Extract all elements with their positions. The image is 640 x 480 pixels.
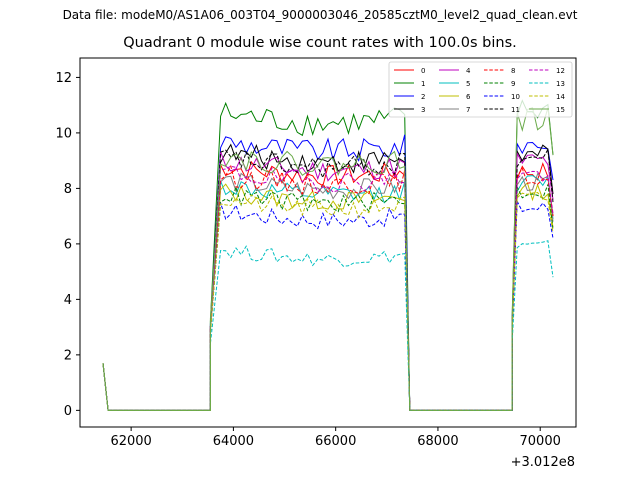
series-line-0	[102, 160, 554, 411]
plot-frame	[79, 57, 577, 428]
y-tick-label: 0	[64, 404, 72, 419]
chart-title: Quadrant 0 module wise count rates with …	[123, 35, 517, 51]
series-line-8	[102, 164, 554, 411]
x-tick-label: 64000	[213, 434, 254, 449]
legend-label: 6	[466, 93, 471, 101]
series-line-1	[102, 99, 554, 411]
legend-label: 9	[511, 80, 515, 88]
legend-label: 1	[421, 80, 425, 88]
x-tick-label: 70000	[520, 434, 561, 449]
series-line-11	[102, 147, 554, 411]
legend-label: 5	[466, 80, 470, 88]
series-line-10	[102, 201, 554, 411]
y-axis: 0 2 4 6 8 10 12	[55, 71, 80, 419]
legend-label: 3	[421, 106, 425, 114]
series-line-4	[102, 151, 554, 411]
legend-label: 2	[421, 93, 425, 101]
legend-label: 11	[511, 106, 520, 114]
series-line-6	[102, 181, 554, 411]
y-tick-label: 6	[64, 237, 72, 252]
series-line-12	[102, 165, 554, 411]
series-layer	[102, 99, 554, 411]
x-tick-label: 66000	[315, 434, 356, 449]
legend-box	[388, 61, 573, 118]
y-tick-label: 4	[64, 293, 72, 308]
x-tick-label: 62000	[110, 434, 151, 449]
series-line-13	[102, 240, 554, 411]
legend-label: 7	[466, 106, 470, 114]
series-line-15	[102, 106, 554, 411]
series-line-3	[102, 143, 554, 411]
legend-label: 15	[556, 106, 565, 114]
series-line-2	[102, 134, 554, 411]
y-tick-label: 12	[55, 71, 72, 86]
series-line-5	[102, 175, 554, 411]
legend-label: 13	[556, 80, 565, 88]
legend-label: 4	[466, 67, 471, 75]
legend-label: 8	[511, 67, 515, 75]
x-offset-label: +3.012e8	[511, 455, 575, 470]
series-line-9	[102, 184, 554, 411]
x-tick-label: 68000	[417, 434, 458, 449]
legend-label: 0	[421, 67, 425, 75]
y-tick-label: 2	[64, 348, 72, 363]
legend-label: 10	[511, 93, 520, 101]
legend-label: 14	[556, 93, 565, 101]
x-axis: 62000 64000 66000 68000 70000	[110, 427, 561, 449]
data-file-caption: Data file: modeM0/AS1A06_003T04_90000030…	[62, 8, 578, 22]
y-tick-label: 10	[55, 126, 72, 141]
y-tick-label: 8	[64, 182, 72, 197]
legend-label: 12	[556, 67, 565, 75]
